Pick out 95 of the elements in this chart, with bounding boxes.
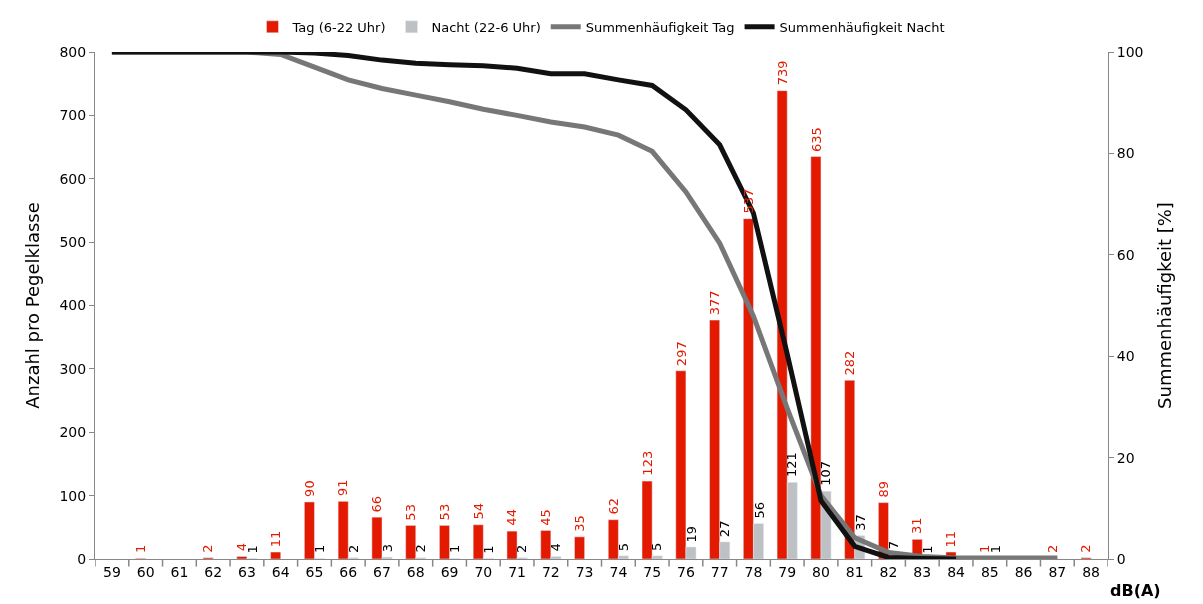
data-label: 3 — [379, 543, 395, 553]
data-label: 27 — [717, 520, 733, 538]
x-tick-label: 71 — [508, 563, 526, 580]
data-label: 66 — [369, 496, 385, 513]
y-tick-label: 700 — [59, 107, 87, 124]
data-label: 89 — [876, 481, 892, 498]
data-label: 635 — [808, 127, 824, 152]
data-label: 7 — [886, 540, 902, 550]
y-tick-label: 200 — [59, 424, 87, 441]
x-tick-label: 76 — [677, 563, 695, 580]
data-label: 2 — [413, 544, 429, 553]
x-tick-label: 60 — [136, 563, 155, 580]
y-tick-label: 0 — [77, 550, 87, 567]
data-label: 62 — [606, 497, 622, 515]
legend-label: Summenhäufigkeit Tag — [585, 19, 735, 35]
x-tick-label: 86 — [1014, 563, 1033, 580]
y-tick-label: 600 — [59, 170, 87, 187]
x-tick-label: 80 — [812, 563, 830, 580]
data-label: 1 — [447, 544, 463, 553]
y-tick-label: 100 — [59, 487, 87, 504]
x-tick-label: 81 — [845, 563, 864, 580]
data-label: 282 — [841, 350, 857, 376]
data-label: 11 — [268, 530, 284, 548]
x-tick-label: 84 — [947, 563, 966, 580]
data-label: 4 — [548, 543, 564, 552]
data-label: 2 — [1078, 544, 1094, 553]
x-tick-label: 62 — [204, 563, 223, 580]
y-tick-label: 300 — [59, 360, 87, 377]
x-tick-label: 75 — [643, 563, 662, 580]
x-tick-label: 70 — [474, 563, 493, 580]
x-tick-label: 64 — [271, 563, 290, 580]
data-label: 90 — [301, 480, 317, 497]
x-tick-label: 85 — [980, 563, 999, 580]
x-tick-label: 88 — [1082, 563, 1101, 580]
x-tick-label: 73 — [575, 563, 594, 580]
y2-tick-label: 60 — [1116, 246, 1135, 263]
y2-tick-label: 20 — [1116, 449, 1135, 466]
data-label: 121 — [784, 452, 800, 478]
x-tick-label: 67 — [373, 563, 391, 580]
x-tick-label: 78 — [744, 563, 763, 580]
data-label: 377 — [707, 290, 723, 316]
data-label: 1 — [312, 544, 328, 553]
x-tick-label: 83 — [913, 563, 932, 580]
y-tick-label: 500 — [59, 234, 87, 251]
x-tick-label: 77 — [710, 563, 729, 580]
x-tick-label: 68 — [406, 563, 425, 580]
data-label: 1 — [919, 545, 935, 554]
data-label: 107 — [818, 460, 834, 486]
x-tick-label: 59 — [102, 563, 121, 580]
legend-label: Tag (6-22 Uhr) — [291, 19, 386, 35]
data-label: 44 — [504, 509, 520, 526]
x-tick-label: 72 — [541, 563, 560, 580]
data-label: 45 — [537, 509, 553, 526]
x-tick-label: 66 — [339, 563, 358, 580]
data-label: 2 — [345, 544, 361, 554]
data-label: 2 — [514, 544, 530, 553]
data-label: 11 — [943, 530, 959, 548]
x-tick-label: 65 — [305, 563, 324, 580]
data-label: 2 — [1044, 544, 1060, 554]
data-label: 35 — [572, 515, 588, 532]
x-tick-label: 74 — [609, 563, 628, 580]
data-label: 91 — [335, 479, 351, 497]
x-tick-label: 87 — [1048, 563, 1067, 580]
data-label: 537 — [741, 188, 757, 214]
y2-tick-label: 100 — [1116, 43, 1144, 60]
y-tick-label: 400 — [59, 297, 87, 314]
legend-label: Summenhäufigkeit Nacht — [779, 19, 945, 35]
legend-label: Nacht (22-6 Uhr) — [431, 19, 541, 35]
data-label: 53 — [436, 503, 452, 521]
data-label: 5 — [615, 543, 631, 552]
data-label: 2 — [200, 544, 216, 553]
data-label: 739 — [774, 60, 790, 86]
x-tick-label: 69 — [440, 563, 459, 580]
data-label: 297 — [673, 341, 689, 367]
x-tick-label: 79 — [778, 563, 797, 580]
data-label: 54 — [470, 502, 486, 520]
data-label: 31 — [909, 517, 925, 535]
data-label: 53 — [402, 504, 418, 521]
data-label: 56 — [751, 501, 767, 519]
y-axis-title: Anzahl pro Pegelklasse — [21, 202, 43, 409]
y2-tick-label: 40 — [1116, 348, 1135, 365]
y2-axis-title: Summenhäufigkeit [%] — [1153, 202, 1175, 409]
y2-tick-label: 80 — [1116, 145, 1135, 162]
data-label: 1 — [481, 545, 497, 554]
data-label: 37 — [852, 514, 868, 531]
data-label: 5 — [649, 542, 665, 552]
x-tick-label: 63 — [238, 563, 256, 580]
x-tick-label: 61 — [170, 563, 189, 580]
x-tick-label: 82 — [879, 563, 898, 580]
data-label: 123 — [639, 450, 655, 476]
y2-tick-label: 0 — [1116, 550, 1126, 567]
x-axis-title: dB(A) — [1110, 581, 1161, 600]
data-label: 19 — [683, 525, 699, 543]
y-tick-label: 800 — [59, 43, 87, 60]
data-label: 1 — [133, 544, 149, 553]
